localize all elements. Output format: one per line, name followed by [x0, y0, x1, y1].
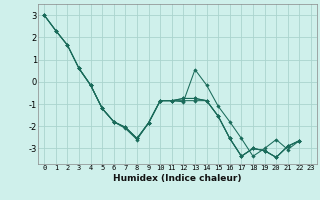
X-axis label: Humidex (Indice chaleur): Humidex (Indice chaleur) [113, 174, 242, 183]
